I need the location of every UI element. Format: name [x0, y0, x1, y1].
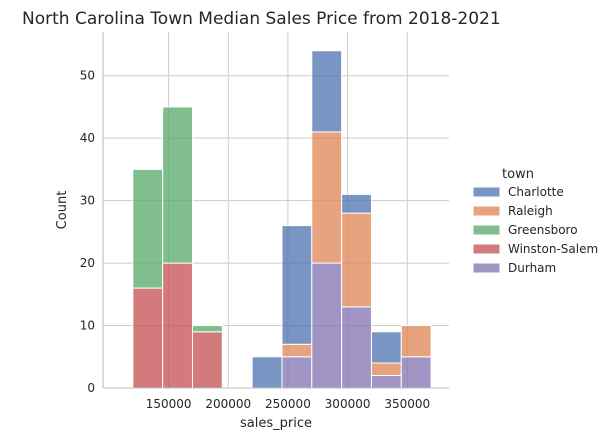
bar-charlotte [311, 50, 343, 133]
legend-item-charlotte: Charlotte [472, 185, 564, 199]
bar-winston-salem [191, 331, 223, 389]
bar-charlotte [281, 225, 313, 345]
legend-swatch-durham [472, 262, 501, 274]
legend-swatch-greensboro [472, 224, 501, 236]
y-tick-label: 40 [80, 131, 95, 145]
x-tick-label: 200000 [205, 397, 251, 411]
bar-raleigh [370, 362, 402, 377]
bar-winston-salem [132, 287, 164, 389]
legend-swatch-winston-salem [472, 243, 501, 255]
legend-items: Charlotte Raleigh Greensboro Winston-Salem D… [472, 185, 598, 275]
y-tick-label: 0 [87, 381, 95, 395]
bar-raleigh [311, 131, 343, 264]
x-tick-labels: 150000 200000 250000 300000 350000 [146, 397, 430, 411]
x-tick-label: 350000 [384, 397, 430, 411]
bar-greensboro [162, 106, 193, 264]
bar-raleigh [400, 325, 432, 358]
bar-durham [311, 262, 343, 389]
bar-winston-salem [162, 262, 193, 389]
bar-durham [341, 306, 372, 389]
bar-charlotte [370, 331, 402, 364]
legend-label-durham: Durham [508, 261, 556, 275]
y-axis-label: Count [55, 191, 70, 230]
bar-durham [370, 375, 402, 389]
legend-label-greensboro: Greensboro [508, 223, 578, 237]
legend-label-raleigh: Raleigh [508, 204, 553, 218]
y-tick-label: 30 [80, 194, 95, 208]
y-tick-label: 10 [80, 319, 95, 333]
x-axis-label: sales_price [240, 416, 312, 431]
axes-spines [102, 32, 449, 389]
legend-label-winston-salem: Winston-Salem [508, 242, 598, 256]
legend-title: town [502, 167, 534, 182]
y-tick-label: 20 [80, 256, 95, 270]
legend-item-winston-salem: Winston-Salem [472, 242, 598, 256]
bar-charlotte [341, 193, 372, 214]
legend-item-durham: Durham [472, 261, 556, 275]
bar-raleigh [341, 212, 372, 308]
bar-durham [281, 356, 313, 389]
legend-swatch-charlotte [472, 186, 501, 198]
legend-swatch-raleigh [472, 205, 501, 217]
legend-label-charlotte: Charlotte [508, 185, 564, 199]
bar-greensboro [132, 168, 164, 289]
bar-greensboro [191, 325, 223, 333]
legend-item-greensboro: Greensboro [472, 223, 578, 237]
x-tick-label: 150000 [146, 397, 192, 411]
y-tick-labels: 0 10 20 30 40 50 [80, 69, 95, 395]
bar-durham [400, 356, 432, 389]
x-tick-label: 300000 [325, 397, 371, 411]
legend-item-raleigh: Raleigh [472, 204, 553, 218]
chart-title: North Carolina Town Median Sales Price f… [22, 9, 501, 29]
legend: town Charlotte Raleigh Greensboro Winston-S… [472, 167, 598, 275]
x-tick-label: 250000 [265, 397, 311, 411]
histogram-bars [132, 50, 432, 389]
y-tick-label: 50 [80, 69, 95, 83]
bar-charlotte [251, 356, 283, 389]
bar-raleigh [281, 343, 313, 358]
